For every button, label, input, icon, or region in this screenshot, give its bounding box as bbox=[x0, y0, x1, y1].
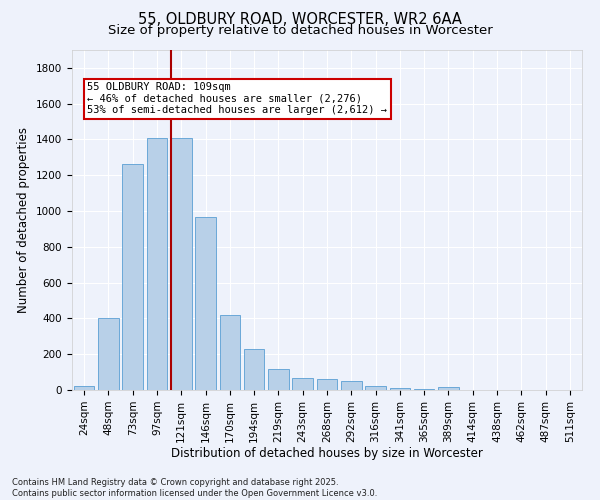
Bar bbox=[292, 378, 313, 390]
Bar bbox=[195, 218, 216, 390]
Text: 55, OLDBURY ROAD, WORCESTER, WR2 6AA: 55, OLDBURY ROAD, WORCESTER, WR2 6AA bbox=[138, 12, 462, 28]
Bar bbox=[146, 138, 167, 390]
Bar bbox=[122, 164, 143, 390]
Bar bbox=[414, 389, 434, 390]
Text: Contains HM Land Registry data © Crown copyright and database right 2025.
Contai: Contains HM Land Registry data © Crown c… bbox=[12, 478, 377, 498]
X-axis label: Distribution of detached houses by size in Worcester: Distribution of detached houses by size … bbox=[171, 448, 483, 460]
Bar bbox=[171, 138, 191, 390]
Bar bbox=[389, 388, 410, 390]
Bar bbox=[317, 380, 337, 390]
Text: Size of property relative to detached houses in Worcester: Size of property relative to detached ho… bbox=[107, 24, 493, 37]
Bar bbox=[244, 349, 265, 390]
Bar bbox=[220, 315, 240, 390]
Text: 55 OLDBURY ROAD: 109sqm
← 46% of detached houses are smaller (2,276)
53% of semi: 55 OLDBURY ROAD: 109sqm ← 46% of detache… bbox=[88, 82, 388, 116]
Bar bbox=[74, 386, 94, 390]
Bar bbox=[98, 318, 119, 390]
Bar bbox=[365, 386, 386, 390]
Bar bbox=[268, 368, 289, 390]
Y-axis label: Number of detached properties: Number of detached properties bbox=[17, 127, 31, 313]
Bar bbox=[438, 388, 459, 390]
Bar bbox=[341, 382, 362, 390]
